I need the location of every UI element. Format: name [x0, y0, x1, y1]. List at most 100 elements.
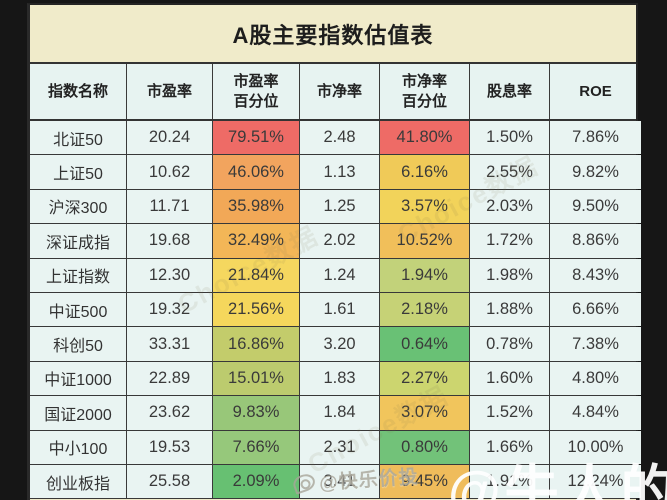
roe-cell: 9.50% — [550, 189, 641, 224]
column-header-pb: 市净率 — [300, 64, 380, 119]
roe-cell: 9.82% — [550, 155, 641, 189]
table-row: 创业板指 25.58 2.09% 3.41 9.45% 1.91% 12.24% — [30, 464, 641, 500]
roe-cell: 8.86% — [550, 224, 641, 258]
pb-percentile-cell: 3.07% — [380, 396, 470, 430]
pe-cell: 19.68 — [127, 224, 213, 258]
pe-cell: 12.30 — [127, 258, 213, 292]
pe-percentile-cell: 35.98% — [213, 189, 300, 224]
dividend-yield-cell: 1.88% — [470, 292, 550, 327]
index-name-cell: 深证成指 — [30, 224, 127, 258]
pb-cell: 1.25 — [300, 189, 380, 224]
pe-cell: 23.62 — [127, 396, 213, 430]
pb-cell: 2.02 — [300, 224, 380, 258]
dividend-yield-cell: 2.03% — [470, 189, 550, 224]
pe-percentile-cell: 16.86% — [213, 327, 300, 361]
index-name-cell: 中证1000 — [30, 361, 127, 396]
pb-cell: 1.83 — [300, 361, 380, 396]
index-name-cell: 科创50 — [30, 327, 127, 361]
pb-cell: 1.13 — [300, 155, 380, 189]
pb-percentile-cell: 0.80% — [380, 430, 470, 464]
dividend-yield-cell: 1.50% — [470, 121, 550, 155]
pb-cell: 3.20 — [300, 327, 380, 361]
pe-percentile-cell: 7.66% — [213, 430, 300, 464]
table-row: 中证500 19.32 21.56% 1.61 2.18% 1.88% 6.66… — [30, 292, 641, 328]
pe-percentile-cell: 32.49% — [213, 224, 300, 258]
index-name-cell: 中证500 — [30, 292, 127, 327]
pe-cell: 19.53 — [127, 430, 213, 464]
table-body: 北证50 20.24 79.51% 2.48 41.80% 1.50% 7.86… — [30, 121, 641, 500]
dividend-yield-cell: 2.55% — [470, 155, 550, 189]
index-name-cell: 创业板指 — [30, 464, 127, 499]
roe-cell: 10.00% — [550, 430, 641, 464]
index-name-cell: 上证指数 — [30, 258, 127, 292]
table-row: 科创50 33.31 16.86% 3.20 0.64% 0.78% 7.38% — [30, 327, 641, 362]
pe-cell: 10.62 — [127, 155, 213, 189]
roe-cell: 7.38% — [550, 327, 641, 361]
index-name-cell: 国证2000 — [30, 396, 127, 430]
dividend-yield-cell: 1.91% — [470, 464, 550, 499]
pb-percentile-header-label: 市净率百分位 — [401, 73, 447, 110]
pe-cell: 25.58 — [127, 464, 213, 499]
pe-percentile-cell: 46.06% — [213, 155, 300, 189]
pb-percentile-cell: 6.16% — [380, 155, 470, 189]
pe-cell: 11.71 — [127, 189, 213, 224]
dividend-yield-cell: 1.98% — [470, 258, 550, 292]
pb-percentile-cell: 41.80% — [380, 121, 470, 155]
table-row: 中小100 19.53 7.66% 2.31 0.80% 1.66% 10.00… — [30, 430, 641, 465]
pb-percentile-cell: 3.57% — [380, 189, 470, 224]
column-header-dividend-yield: 股息率 — [470, 64, 550, 119]
dividend-yield-cell: 0.78% — [470, 327, 550, 361]
valuation-table: A股主要指数估值表 指数名称 市盈率 市盈率百分位 市净率 市净率百分位 股息率… — [27, 3, 641, 500]
dividend-yield-cell: 1.52% — [470, 396, 550, 430]
pb-cell: 3.41 — [300, 464, 380, 499]
pe-cell: 33.31 — [127, 327, 213, 361]
index-name-cell: 上证50 — [30, 155, 127, 189]
pb-percentile-cell: 10.52% — [380, 224, 470, 258]
pb-percentile-cell: 2.18% — [380, 292, 470, 327]
pe-cell: 19.32 — [127, 292, 213, 327]
table-row: 国证2000 23.62 9.83% 1.84 3.07% 1.52% 4.84… — [30, 396, 641, 431]
pb-cell: 1.61 — [300, 292, 380, 327]
pe-percentile-cell: 21.84% — [213, 258, 300, 292]
pe-percentile-cell: 21.56% — [213, 292, 300, 327]
roe-cell: 8.43% — [550, 258, 641, 292]
table-title: A股主要指数估值表 — [30, 5, 636, 64]
roe-cell: 4.84% — [550, 396, 641, 430]
pe-percentile-cell: 9.83% — [213, 396, 300, 430]
dividend-yield-cell: 1.66% — [470, 430, 550, 464]
header-row: 指数名称 市盈率 市盈率百分位 市净率 市净率百分位 股息率 ROE — [30, 64, 636, 121]
pb-percentile-cell: 0.64% — [380, 327, 470, 361]
roe-cell: 12.24% — [550, 464, 641, 499]
table-row: 沪深300 11.71 35.98% 1.25 3.57% 2.03% 9.50… — [30, 189, 641, 225]
table-row: 北证50 20.24 79.51% 2.48 41.80% 1.50% 7.86… — [30, 121, 641, 156]
table-row: 深证成指 19.68 32.49% 2.02 10.52% 1.72% 8.86… — [30, 224, 641, 259]
pb-percentile-cell: 1.94% — [380, 258, 470, 292]
table-row: 中证1000 22.89 15.01% 1.83 2.27% 1.60% 4.8… — [30, 361, 641, 397]
dividend-yield-cell: 1.60% — [470, 361, 550, 396]
pb-cell: 2.48 — [300, 121, 380, 155]
pb-cell: 2.31 — [300, 430, 380, 464]
column-header-roe: ROE — [579, 82, 612, 100]
pb-cell: 1.84 — [300, 396, 380, 430]
index-name-cell: 北证50 — [30, 121, 127, 155]
index-name-cell: 中小100 — [30, 430, 127, 464]
roe-cell: 7.86% — [550, 121, 641, 155]
pe-percentile-header-label: 市盈率百分位 — [233, 73, 279, 110]
index-name-cell: 沪深300 — [30, 189, 127, 224]
column-header-pb-percentile: 市净率百分位 — [380, 64, 470, 119]
pe-percentile-cell: 15.01% — [213, 361, 300, 396]
table-row: 上证指数 12.30 21.84% 1.24 1.94% 1.98% 8.43% — [30, 258, 641, 293]
column-header-index-name: 指数名称 — [30, 64, 127, 119]
table-row: 上证50 10.62 46.06% 1.13 6.16% 2.55% 9.82% — [30, 155, 641, 190]
column-header-pe: 市盈率 — [127, 64, 213, 119]
pe-percentile-cell: 2.09% — [213, 464, 300, 499]
pb-percentile-cell: 9.45% — [380, 464, 470, 499]
dividend-yield-cell: 1.72% — [470, 224, 550, 258]
column-header-pe-percentile: 市盈率百分位 — [213, 64, 300, 119]
pe-percentile-cell: 79.51% — [213, 121, 300, 155]
pe-cell: 20.24 — [127, 121, 213, 155]
pe-cell: 22.89 — [127, 361, 213, 396]
roe-cell: 6.66% — [550, 292, 641, 327]
pb-cell: 1.24 — [300, 258, 380, 292]
